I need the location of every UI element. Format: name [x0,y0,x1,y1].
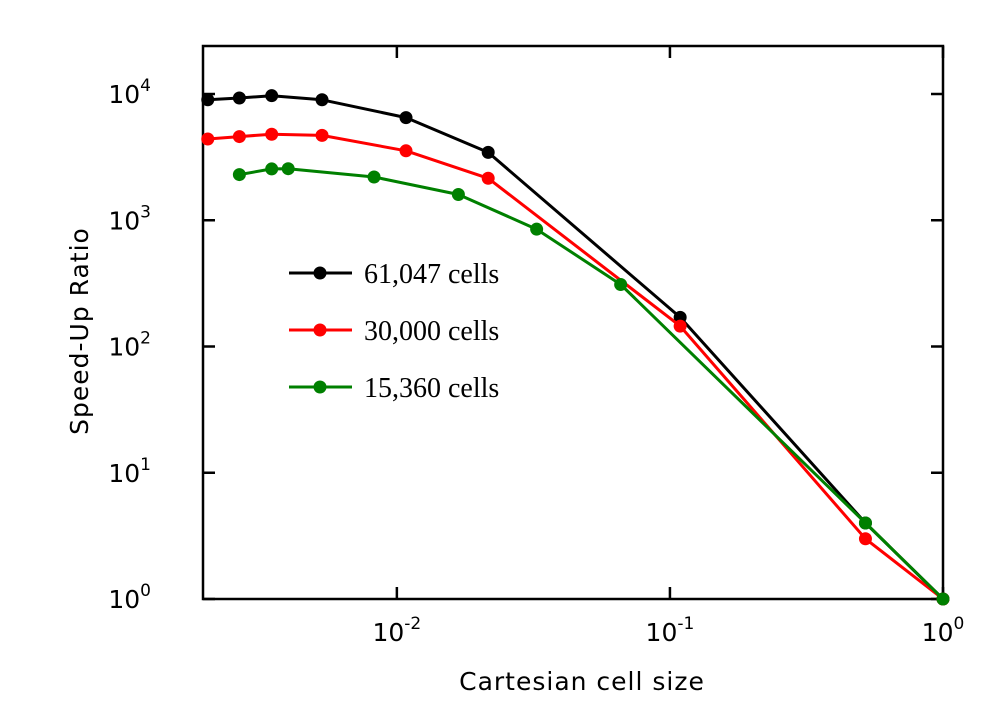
legend: 61,047 cells 30,000 cells 15,360 cells [289,259,499,404]
data-point [530,222,544,236]
data-point [315,93,329,107]
data-point [481,171,495,185]
data-point [201,93,215,107]
legend-item: 30,000 cells [289,316,499,347]
y-tick-label: 101 [108,455,151,488]
legend-label: 15,360 cells [364,373,499,404]
data-point [451,187,465,201]
legend-marker [313,266,327,280]
series-line [239,167,945,601]
series-layer [201,89,950,606]
series-2 [201,127,950,606]
data-point [265,127,279,141]
y-tick-label: 100 [108,581,151,614]
y-axis-label: Speed-Up Ratio [65,227,94,435]
data-point [399,111,413,125]
data-point [232,168,246,182]
data-point [936,592,950,606]
data-point [281,162,295,176]
data-point [858,516,872,530]
data-point [232,130,246,144]
plot-frame [201,44,945,601]
legend-item: 61,047 cells [289,259,499,290]
x-tick-label: 10-1 [646,614,695,647]
x-axis-label: Cartesian cell size [459,667,705,696]
series-1 [201,89,950,606]
data-point [481,145,495,159]
data-point [201,132,215,146]
data-point [367,170,381,184]
legend-item: 15,360 cells [289,373,499,404]
legend-marker [313,323,327,337]
ticks-layer: 10-2 10-1 100 100 101 102 103 104 [108,46,964,647]
data-point [614,277,628,291]
legend-label: 61,047 cells [364,259,499,290]
data-point [265,89,279,103]
y-tick-label: 102 [108,329,151,362]
x-tick-label: 10-2 [372,614,421,647]
data-point [265,162,279,176]
series-line [207,132,944,601]
data-point [315,128,329,142]
legend-label: 30,000 cells [364,316,499,347]
legend-marker [313,380,327,394]
x-tick-label: 100 [922,614,965,647]
y-tick-label: 104 [108,76,151,109]
data-point [673,319,687,333]
series-3 [232,162,950,606]
data-point [399,144,413,158]
y-tick-label: 103 [108,202,151,235]
data-point [232,91,246,105]
data-point [858,532,872,546]
